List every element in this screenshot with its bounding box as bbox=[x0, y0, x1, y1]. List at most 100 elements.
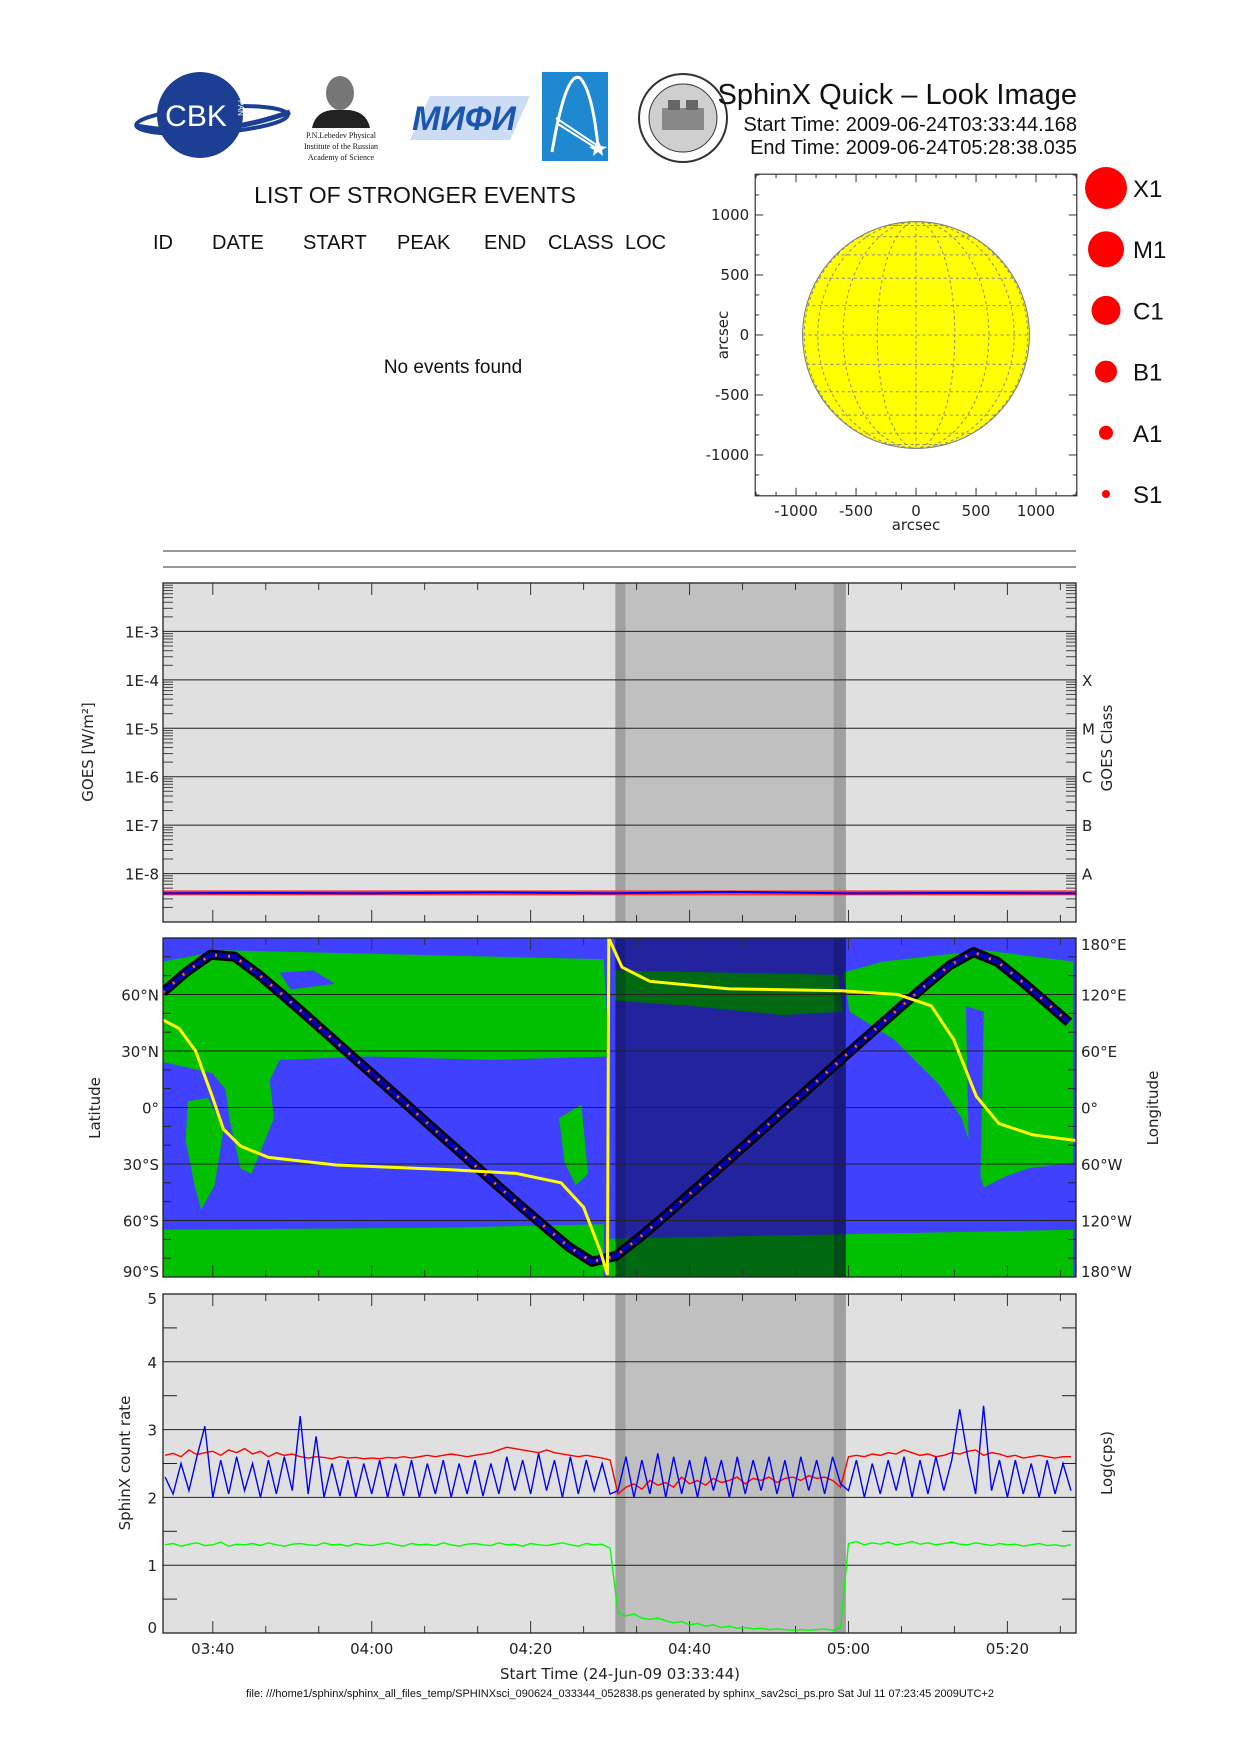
legend-marker-a1 bbox=[1099, 425, 1113, 440]
time-tick-label: 03:40 bbox=[191, 1640, 234, 1658]
time-tick-label: 05:00 bbox=[827, 1640, 870, 1658]
solar-disk-plot: -1000 -500 0 500 1000 1000 500 0 -500 -1000 arcsec… bbox=[706, 173, 1078, 534]
x-tick-label: -1000 bbox=[774, 502, 818, 520]
longitude-tick-label: 60°W bbox=[1081, 1156, 1123, 1174]
events-table-header: ID DATE START PEAK END CLASS LOC bbox=[153, 232, 666, 254]
column-peak: PEAK bbox=[397, 232, 451, 254]
y-axis-label: arcsec bbox=[714, 311, 732, 360]
orbit-tracks bbox=[163, 938, 1076, 1276]
longitude-gridline bbox=[915, 221, 990, 449]
goes-class-label: M bbox=[1082, 720, 1095, 738]
x-tick-label: 1000 bbox=[1017, 502, 1055, 520]
y-axis-label: GOES [W/m²] bbox=[79, 702, 97, 801]
x-tick-label: 0 bbox=[911, 502, 921, 520]
shaded-interval bbox=[615, 583, 846, 922]
column-id: ID bbox=[153, 232, 173, 254]
goes-class-label: A bbox=[1082, 866, 1093, 884]
legend-label: X1 bbox=[1133, 176, 1162, 203]
start-time: Start Time: 2009-06-24T03:33:44.168 bbox=[743, 114, 1077, 136]
orbit-map-panel: 60°N 30°N 0° 30°S 60°S 90°S 180°E 120°E 60°E 0° 60… bbox=[86, 936, 1162, 1281]
y-tick-label: 0 bbox=[740, 326, 750, 344]
x-tick-label: -500 bbox=[839, 502, 873, 520]
flare-class-legend: X1 M1 C1 B1 A1 S1 bbox=[1085, 167, 1166, 509]
goes-class-label: B bbox=[1082, 817, 1092, 835]
panel-frame bbox=[162, 1293, 1077, 1634]
shaded-interval-edge bbox=[833, 1294, 846, 1633]
legend-marker-m1 bbox=[1088, 231, 1124, 268]
legend-marker-c1 bbox=[1091, 295, 1121, 325]
latitude-tick-label: 30°S bbox=[123, 1156, 159, 1174]
cbk-logo-text: CBK bbox=[165, 100, 227, 133]
latitude-tick-label: 30°N bbox=[121, 1043, 159, 1061]
y-tick-label: 1E-7 bbox=[125, 817, 159, 835]
latitude-tick-label: 0° bbox=[142, 1100, 159, 1118]
longitude-track bbox=[163, 938, 1076, 1276]
page-title: SphinX Quick – Look Image bbox=[718, 79, 1077, 111]
count-rate-panel: 0 1 2 3 4 5 03:40 04:00 04:20 04:40 05:00 05:20 Star… bbox=[116, 1290, 1116, 1683]
longitude-gridline bbox=[915, 221, 1029, 449]
legend-marker-x1 bbox=[1085, 167, 1127, 209]
y-tick-label: 1E-5 bbox=[125, 720, 159, 738]
longitude-gridline bbox=[915, 221, 956, 449]
y-tick-label: 1000 bbox=[711, 206, 749, 224]
shaded-interval-edge bbox=[833, 583, 846, 922]
time-tick-label: 04:00 bbox=[350, 1640, 393, 1658]
right-axis-label: Longitude bbox=[1144, 1071, 1162, 1146]
column-end: END bbox=[484, 232, 526, 254]
y-tick-label: 1 bbox=[147, 1557, 157, 1575]
panel-frame bbox=[162, 582, 1077, 923]
time-tick-label: 04:40 bbox=[668, 1640, 711, 1658]
y-tick-label: 1E-6 bbox=[125, 769, 159, 787]
count-rate-line bbox=[164, 1446, 1071, 1496]
no-events-message: No events found bbox=[384, 357, 522, 378]
latitude-tick-label: 60°S bbox=[123, 1213, 159, 1231]
shaded-interval-edge bbox=[615, 1294, 626, 1633]
y-axis-label: SphinX count rate bbox=[116, 1396, 134, 1531]
longitude-tick-label: 180°W bbox=[1081, 1263, 1132, 1281]
lebedev-institute-logo: P.N.Lebedev Physical Institute of the Ru… bbox=[304, 76, 378, 162]
goes-flux-line bbox=[163, 890, 1076, 895]
mephi-logo: МИФИ bbox=[410, 96, 530, 140]
shaded-interval bbox=[615, 1294, 846, 1633]
y-tick-label: -1000 bbox=[706, 446, 750, 464]
goes-flux-panel: 1E-3 1E-4 1E-5 1E-6 1E-7 1E-8 X M C B A GOES [W/m²]… bbox=[79, 582, 1116, 923]
right-axis-label: GOES Class bbox=[1098, 704, 1116, 791]
longitude-tick-label: 0° bbox=[1081, 1100, 1098, 1118]
legend-label: M1 bbox=[1133, 237, 1166, 264]
y-tick-label: 500 bbox=[721, 266, 750, 284]
mephi-logo-text: МИФИ bbox=[412, 100, 517, 138]
y-tick-label: 1E-8 bbox=[125, 866, 159, 884]
longitude-tick-label: 60°E bbox=[1081, 1043, 1117, 1061]
count-rate-line bbox=[165, 1540, 1072, 1632]
x-axis-label: Start Time (24-Jun-09 03:33:44) bbox=[500, 1665, 740, 1683]
x-tick-label: 500 bbox=[962, 502, 991, 520]
cbk-logo: CBK PAN bbox=[134, 72, 291, 158]
longitude-tick-label: 120°E bbox=[1081, 987, 1127, 1005]
longitude-gridline bbox=[842, 221, 917, 449]
column-loc: LOC bbox=[625, 232, 666, 254]
legend-label: C1 bbox=[1133, 298, 1164, 325]
y-axis-label: Latitude bbox=[86, 1077, 104, 1139]
time-tick-label: 04:20 bbox=[509, 1640, 552, 1658]
longitude-tick-label: 120°W bbox=[1081, 1213, 1132, 1231]
y-tick-label: 2 bbox=[147, 1489, 157, 1507]
legend-marker-b1 bbox=[1095, 360, 1117, 383]
seal-logo bbox=[638, 73, 728, 163]
y-tick-label: 0 bbox=[147, 1619, 157, 1637]
cbk-logo-subtext: PAN bbox=[236, 100, 245, 116]
latitude-tick-label: 60°N bbox=[121, 987, 159, 1005]
latitude-tick-label: 90°S bbox=[123, 1263, 159, 1281]
time-tick-label: 05:20 bbox=[986, 1640, 1029, 1658]
lebedev-text-1: P.N.Lebedev Physical bbox=[306, 131, 377, 140]
mephi-logo-backdrop bbox=[410, 96, 530, 140]
x-axis-label: arcsec bbox=[892, 516, 941, 534]
space-agency-logo bbox=[542, 72, 608, 161]
column-start: START bbox=[303, 232, 367, 254]
footer-file-info: file: ///home1/sphinx/sphinx_all_files_t… bbox=[246, 1688, 994, 1700]
legend-marker-s1 bbox=[1102, 490, 1110, 498]
panel-frame bbox=[162, 937, 1077, 1278]
count-series bbox=[164, 1405, 1072, 1632]
legend-label: S1 bbox=[1133, 482, 1162, 509]
legend-label: A1 bbox=[1133, 421, 1162, 448]
